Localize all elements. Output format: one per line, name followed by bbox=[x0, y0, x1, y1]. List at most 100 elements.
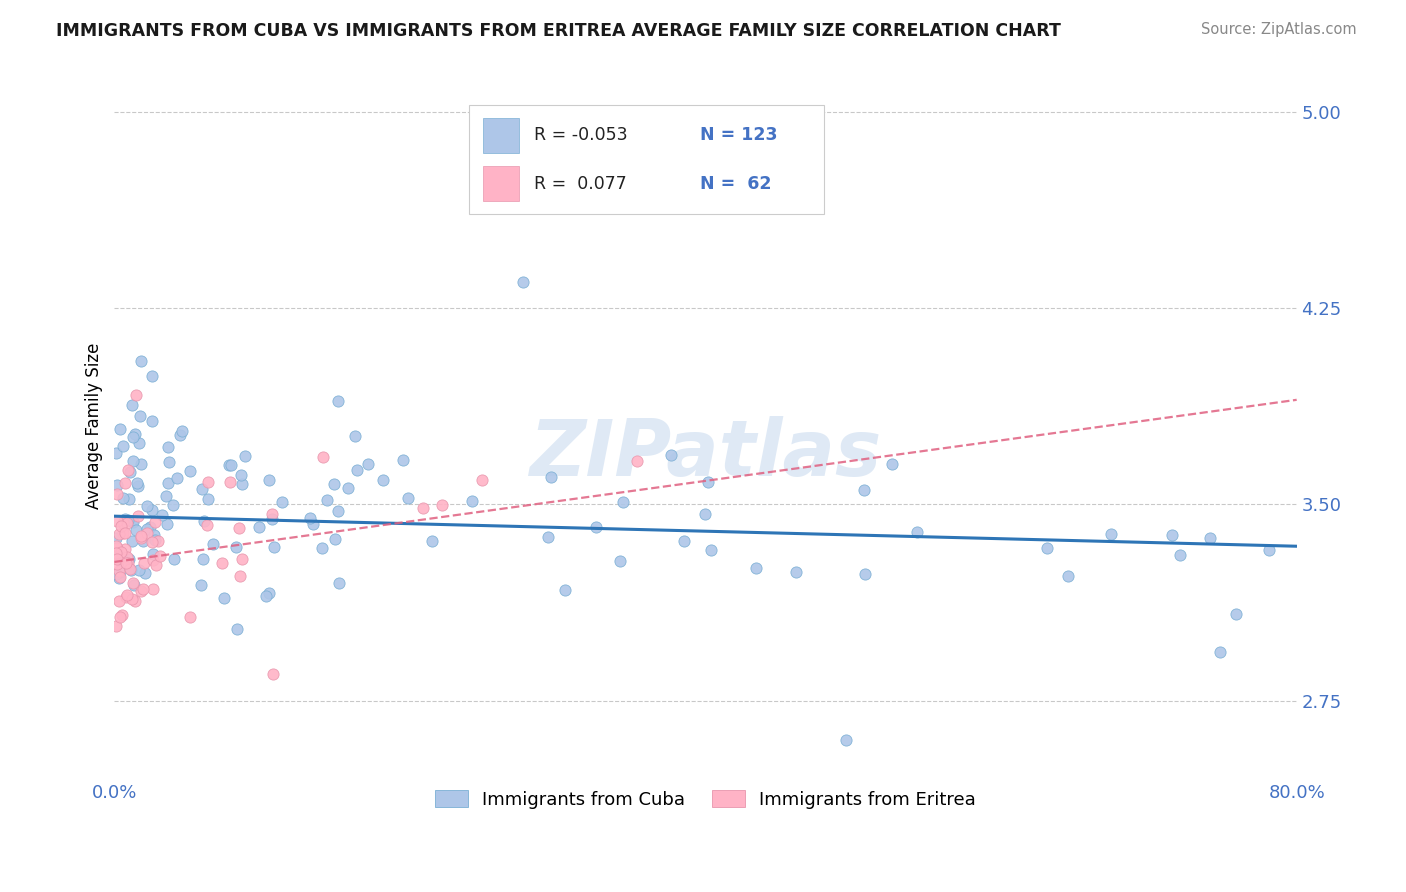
Point bbox=[114, 476, 136, 491]
Point bbox=[316, 492, 339, 507]
Point bbox=[785, 566, 807, 580]
Point bbox=[117, 556, 139, 570]
FancyBboxPatch shape bbox=[484, 166, 519, 201]
Point bbox=[512, 275, 534, 289]
Point bbox=[1161, 528, 1184, 542]
Point bbox=[121, 592, 143, 607]
Point bbox=[129, 409, 152, 423]
Point bbox=[143, 515, 166, 529]
Point bbox=[141, 535, 163, 549]
Point bbox=[880, 457, 903, 471]
Point bbox=[108, 570, 131, 584]
Point bbox=[104, 618, 127, 632]
Point bbox=[104, 567, 127, 582]
Point bbox=[257, 473, 280, 487]
Point bbox=[1209, 645, 1232, 659]
Point bbox=[626, 454, 648, 468]
Point bbox=[259, 586, 281, 600]
Point bbox=[122, 430, 145, 444]
Point bbox=[156, 517, 179, 532]
Point bbox=[148, 534, 170, 549]
Point bbox=[228, 520, 250, 534]
Point bbox=[114, 542, 136, 557]
Point bbox=[328, 576, 350, 591]
Point bbox=[129, 531, 152, 545]
Point bbox=[179, 464, 201, 478]
Point bbox=[231, 552, 253, 566]
Point bbox=[110, 549, 132, 564]
Point bbox=[1258, 543, 1281, 558]
Point bbox=[152, 508, 174, 523]
Point bbox=[229, 468, 252, 483]
Point bbox=[148, 549, 170, 564]
Point bbox=[197, 492, 219, 507]
Point bbox=[112, 556, 135, 570]
Point bbox=[201, 536, 224, 550]
Point bbox=[233, 450, 256, 464]
Point bbox=[693, 508, 716, 522]
Text: ZIPatlas: ZIPatlas bbox=[530, 417, 882, 492]
Point bbox=[218, 475, 240, 489]
Text: Source: ZipAtlas.com: Source: ZipAtlas.com bbox=[1201, 22, 1357, 37]
Point bbox=[110, 519, 132, 533]
Point bbox=[156, 440, 179, 454]
Point bbox=[672, 533, 695, 548]
Point bbox=[170, 424, 193, 438]
Point bbox=[1099, 527, 1122, 541]
Point bbox=[136, 499, 159, 513]
Point bbox=[700, 543, 723, 558]
Point bbox=[127, 479, 149, 493]
Point bbox=[197, 475, 219, 489]
Point bbox=[115, 550, 138, 565]
Point bbox=[108, 571, 131, 585]
Point bbox=[231, 477, 253, 491]
Point bbox=[260, 507, 283, 521]
Point bbox=[302, 517, 325, 532]
Point bbox=[115, 557, 138, 571]
Point bbox=[118, 466, 141, 480]
Point bbox=[835, 732, 858, 747]
Point bbox=[104, 546, 127, 560]
Point bbox=[190, 577, 212, 591]
FancyBboxPatch shape bbox=[470, 104, 824, 214]
Point bbox=[697, 475, 720, 489]
Point bbox=[124, 427, 146, 442]
Point bbox=[129, 353, 152, 368]
Point bbox=[1057, 568, 1080, 582]
Point bbox=[125, 475, 148, 490]
Point bbox=[127, 508, 149, 523]
Point bbox=[336, 481, 359, 495]
Point bbox=[226, 622, 249, 636]
Point bbox=[108, 422, 131, 436]
Point bbox=[270, 495, 292, 509]
Point bbox=[120, 561, 142, 575]
Point bbox=[108, 564, 131, 578]
Point bbox=[212, 591, 235, 606]
Point bbox=[1225, 607, 1247, 621]
Point bbox=[166, 471, 188, 485]
Point bbox=[1199, 531, 1222, 545]
Point bbox=[145, 558, 167, 573]
Point bbox=[108, 565, 131, 579]
Point bbox=[609, 554, 631, 568]
Point bbox=[141, 503, 163, 517]
Point bbox=[105, 478, 128, 492]
Point bbox=[157, 455, 180, 469]
Point bbox=[134, 566, 156, 581]
Point bbox=[225, 540, 247, 554]
Point bbox=[105, 551, 128, 566]
Point bbox=[143, 533, 166, 547]
Point bbox=[343, 429, 366, 443]
Point bbox=[260, 512, 283, 526]
Point bbox=[357, 457, 380, 471]
Point bbox=[853, 567, 876, 582]
Point bbox=[312, 450, 335, 465]
Point bbox=[124, 594, 146, 608]
Legend: Immigrants from Cuba, Immigrants from Eritrea: Immigrants from Cuba, Immigrants from Er… bbox=[427, 782, 983, 816]
Y-axis label: Average Family Size: Average Family Size bbox=[86, 343, 103, 509]
Point bbox=[197, 517, 219, 532]
Point bbox=[122, 576, 145, 591]
Point bbox=[117, 513, 139, 527]
Point bbox=[554, 582, 576, 597]
Point bbox=[229, 568, 252, 582]
